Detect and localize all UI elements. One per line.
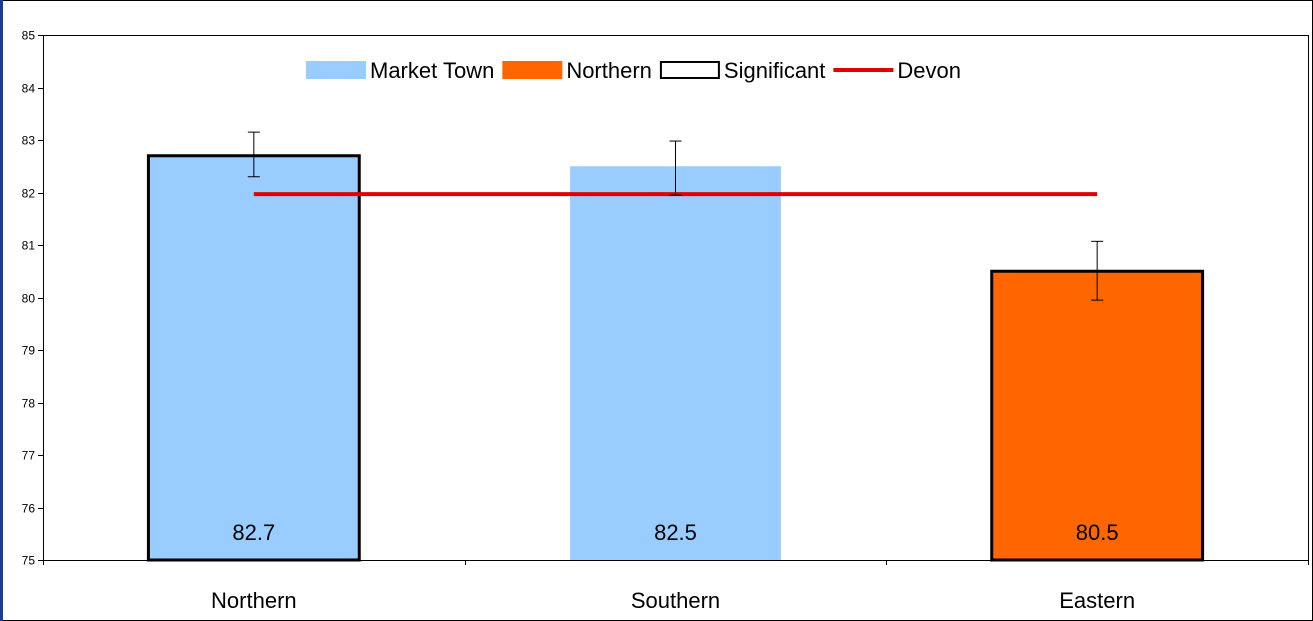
y-tick-label: 78 (22, 397, 36, 411)
x-category-label: Southern (631, 588, 720, 613)
y-tick-label: 80 (22, 292, 36, 306)
y-tick-label: 75 (22, 554, 36, 568)
legend-swatch-significant (659, 61, 720, 79)
legend-swatch-market-town (306, 61, 366, 79)
data-label: 80.5 (1076, 520, 1119, 545)
error-bars (247, 131, 1104, 301)
data-label: 82.7 (232, 520, 275, 545)
y-axis: 75 76 77 78 79 80 81 82 83 84 85 (22, 29, 43, 568)
plot-area (43, 35, 1309, 561)
y-tick-label: 82 (22, 187, 36, 201)
bar-eastern (990, 269, 1205, 562)
y-tick-label: 84 (22, 82, 36, 96)
x-category-label: Eastern (1059, 588, 1135, 613)
y-tick-label: 79 (22, 344, 36, 358)
y-tick-label: 77 (22, 449, 36, 463)
x-category-label: Northern (211, 588, 297, 613)
bar-northern (146, 154, 361, 562)
bar-southern (570, 166, 781, 560)
y-tick-label: 83 (22, 134, 36, 148)
y-tick-label: 76 (22, 502, 36, 516)
data-labels: 82.7 82.5 80.5 (232, 520, 1118, 545)
x-axis: Northern Southern Eastern (43, 560, 1309, 613)
y-tick-label: 81 (22, 239, 36, 253)
legend: Market Town Northern Significant Devon (306, 58, 961, 83)
legend-swatch-northern (502, 61, 563, 79)
legend-label-market-town: Market Town (370, 58, 494, 83)
legend-label-significant: Significant (724, 58, 826, 83)
data-label: 82.5 (654, 520, 697, 545)
legend-label-devon: Devon (897, 58, 961, 83)
y-tick-label: 85 (22, 29, 36, 43)
legend-label-northern: Northern (566, 58, 652, 83)
